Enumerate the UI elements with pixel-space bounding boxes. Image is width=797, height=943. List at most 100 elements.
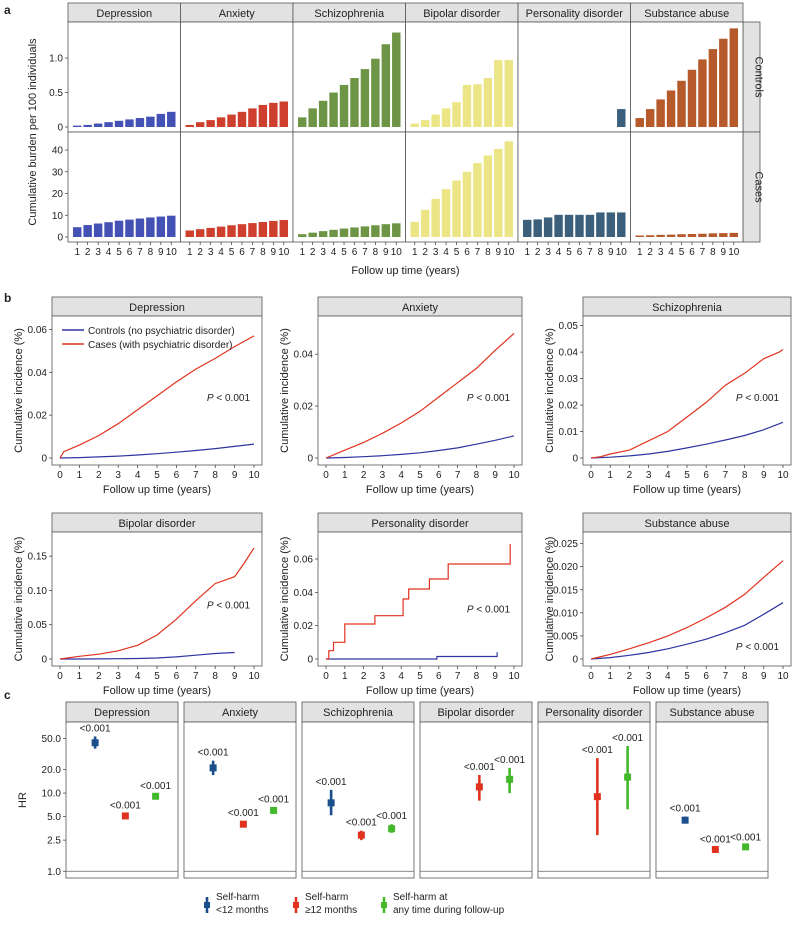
bar-depression-cases — [114, 220, 124, 237]
legend-label-cases: Cases (with psychiatric disorder) — [88, 340, 233, 351]
x-tick-label: 8 — [742, 671, 748, 682]
bar-bipolar-disorder-controls — [441, 108, 451, 127]
y-tick-label: 0.15 — [28, 552, 48, 563]
p-value-label: P < 0.001 — [207, 393, 251, 404]
x-tick-label: 8 — [474, 671, 480, 682]
bar-personality-disorder-cases — [617, 212, 626, 237]
bar-depression-controls — [83, 124, 92, 127]
x-tick-label: 8 — [148, 247, 154, 258]
series-line-controls-bipolar-disorder — [60, 651, 235, 660]
p-symbol: P — [736, 642, 743, 653]
y-tick-label: 20.0 — [42, 765, 62, 776]
x-tick-label: 9 — [271, 247, 277, 258]
x-tick-label: 9 — [492, 470, 498, 481]
x-tick-label: 8 — [212, 671, 218, 682]
bar-depression-cases — [135, 218, 145, 237]
y-tick-label: 0 — [41, 655, 47, 666]
x-tick-label: 6 — [239, 247, 245, 258]
p-value-label: <0.001 — [700, 835, 731, 846]
x-tick-label: 8 — [485, 247, 491, 258]
plot-panel — [582, 315, 792, 466]
facet-title-substance-abuse: Substance abuse — [669, 707, 754, 719]
bar-bipolar-disorder-cases — [473, 163, 482, 237]
x-tick-label: 6 — [436, 470, 442, 481]
bar-schizophrenia-cases — [381, 224, 391, 237]
bar-bipolar-disorder-cases — [462, 171, 472, 237]
x-tick-label: 8 — [710, 247, 716, 258]
x-tick-label: 4 — [398, 671, 404, 682]
bar-depression-cases — [125, 219, 134, 237]
bar-substance-abuse-controls — [698, 59, 707, 128]
facet-panel — [292, 131, 406, 243]
y-tick-label: 0.02 — [294, 402, 314, 413]
y-tick-label: 20 — [52, 189, 64, 200]
x-tick-label: 9 — [383, 247, 389, 258]
bar-bipolar-disorder-cases — [410, 221, 419, 237]
x-tick-label: 7 — [193, 671, 199, 682]
x-tick-label: 3 — [115, 470, 121, 481]
p-value-label: P < 0.001 — [736, 642, 780, 653]
facet-title-bipolar-disorder: Bipolar disorder — [118, 518, 195, 530]
facet-title-schizophrenia: Schizophrenia — [652, 302, 723, 314]
bar-personality-disorder-cases — [596, 212, 605, 237]
y-tick-label: 5.0 — [47, 812, 61, 823]
x-tick-label: 3 — [433, 247, 439, 258]
x-tick-label: 6 — [436, 671, 442, 682]
bar-schizophrenia-cases — [392, 223, 401, 237]
x-tick-label: 0 — [57, 470, 63, 481]
bar-bipolar-disorder-controls — [452, 102, 461, 127]
bar-substance-abuse-controls — [677, 80, 686, 127]
x-axis-title: Follow up time (years) — [103, 484, 211, 496]
p-value: < 0.001 — [214, 393, 251, 404]
x-tick-label: 9 — [158, 247, 164, 258]
x-tick-label: 1 — [412, 247, 418, 258]
x-tick-label: 3 — [545, 247, 551, 258]
hr-point-schizophrenia — [388, 825, 396, 833]
p-value-label: P < 0.001 — [736, 393, 780, 404]
hr-point-substance-abuse — [681, 816, 689, 824]
hr-point-depression — [121, 812, 129, 820]
series-line-cases-depression — [59, 335, 255, 459]
facet-title-anxiety: Anxiety — [222, 707, 259, 719]
bar-bipolar-disorder-cases — [452, 180, 461, 237]
x-tick-label: 6 — [127, 247, 133, 258]
x-tick-label: 5 — [154, 671, 160, 682]
bar-substance-abuse-controls — [719, 38, 728, 127]
legend-key-point-1 — [293, 902, 299, 908]
y-tick-label: 0.10 — [28, 586, 48, 597]
facet-title-anxiety: Anxiety — [219, 8, 256, 20]
x-tick-label: 8 — [742, 470, 748, 481]
bar-anxiety-cases — [206, 227, 215, 237]
x-tick-label: 6 — [577, 247, 583, 258]
bar-schizophrenia-controls — [339, 84, 349, 127]
plot-panel — [419, 721, 533, 879]
bar-bipolar-disorder-controls — [473, 84, 482, 127]
bar-bipolar-disorder-controls — [462, 84, 472, 127]
x-tick-label: 2 — [85, 247, 91, 258]
facet-title-depression: Depression — [96, 8, 152, 20]
x-tick-label: 5 — [679, 247, 685, 258]
x-tick-label: 5 — [417, 671, 423, 682]
x-tick-label: 7 — [137, 247, 143, 258]
bar-bipolar-disorder-controls — [410, 123, 419, 127]
y-tick-label: 10.0 — [42, 789, 62, 800]
x-tick-label: 10 — [777, 671, 789, 682]
facet-title-schizophrenia: Schizophrenia — [314, 8, 385, 20]
bar-substance-abuse-cases — [719, 233, 728, 237]
x-tick-label: 6 — [689, 247, 695, 258]
p-value: < 0.001 — [743, 393, 780, 404]
x-tick-label: 10 — [508, 470, 520, 481]
x-tick-label: 1 — [342, 470, 348, 481]
p-value-label: P < 0.001 — [467, 604, 511, 615]
p-symbol: P — [207, 600, 214, 611]
series-line-controls-anxiety — [325, 435, 515, 459]
series-line-cases-personality-disorder — [326, 544, 511, 660]
facet-panel — [517, 21, 631, 133]
panel-label-c: c — [4, 688, 11, 702]
series-line-controls-substance-abuse — [590, 602, 784, 660]
x-tick-label: 5 — [229, 247, 235, 258]
x-tick-label: 1 — [637, 247, 643, 258]
bar-depression-cases — [146, 217, 155, 237]
bar-schizophrenia-cases — [339, 228, 349, 237]
